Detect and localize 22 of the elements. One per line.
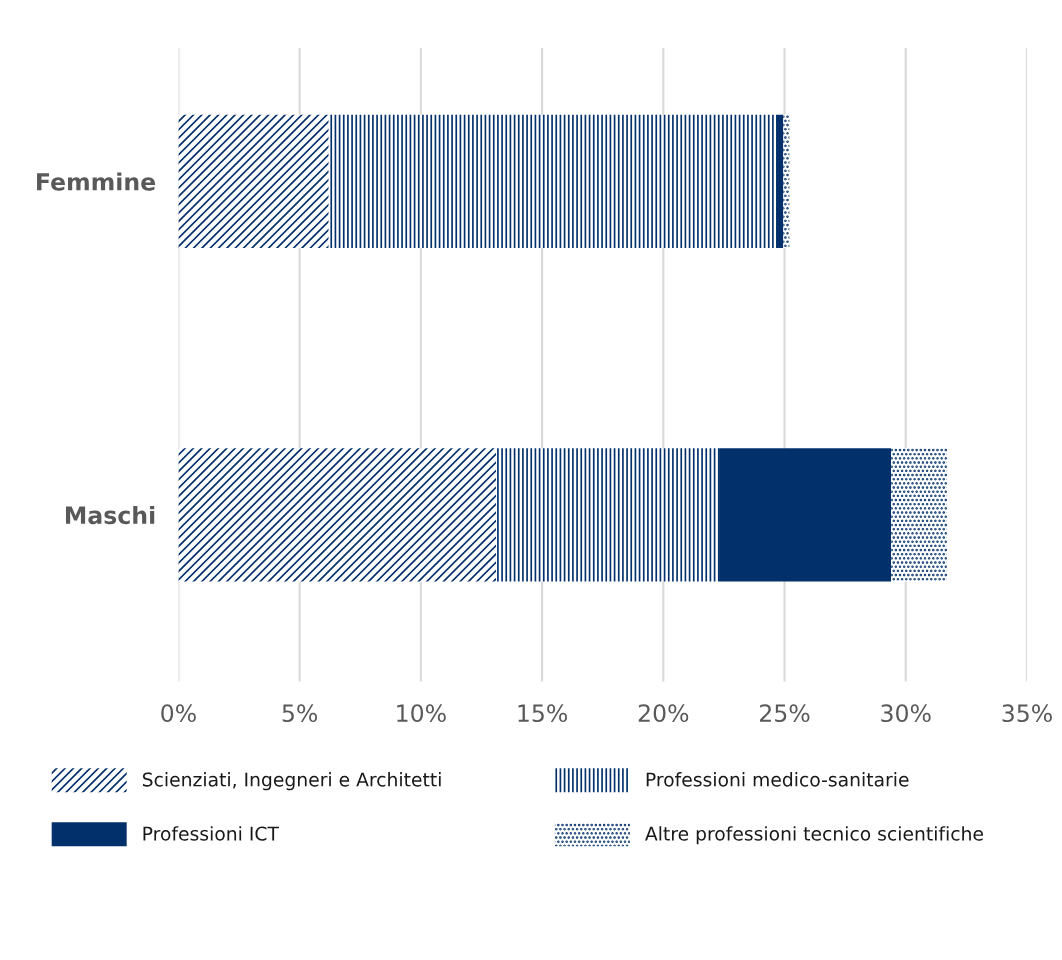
y-tick-label: Femmine (37, 172, 156, 191)
x-tick-label: 20% (638, 704, 689, 723)
bar (328, 114, 777, 249)
legend-label: Professioni medico-sanitarie (646, 772, 909, 787)
legend-label: Altre professioni tecnico scientifiche (645, 826, 983, 845)
x-tick-label: 25% (760, 704, 810, 723)
legend-label: Scienziati, Ingegneri e Architetti (142, 772, 441, 791)
bar (776, 114, 784, 249)
x-tick-label: 0% (161, 704, 196, 723)
bar (178, 448, 497, 582)
x-tick-label: 5% (282, 704, 318, 723)
x-tick-label: 30% (881, 704, 931, 723)
bar (178, 114, 329, 249)
legend-label: Professioni ICT (143, 826, 279, 841)
y-tick-label: Maschi (65, 505, 155, 525)
bar (891, 448, 947, 582)
bar (783, 114, 790, 249)
bar (719, 448, 892, 582)
bar (496, 448, 720, 582)
x-tick-label: 10% (397, 704, 446, 723)
x-tick-label: 15% (518, 704, 568, 723)
x-tick-label: 35% (1002, 704, 1052, 723)
